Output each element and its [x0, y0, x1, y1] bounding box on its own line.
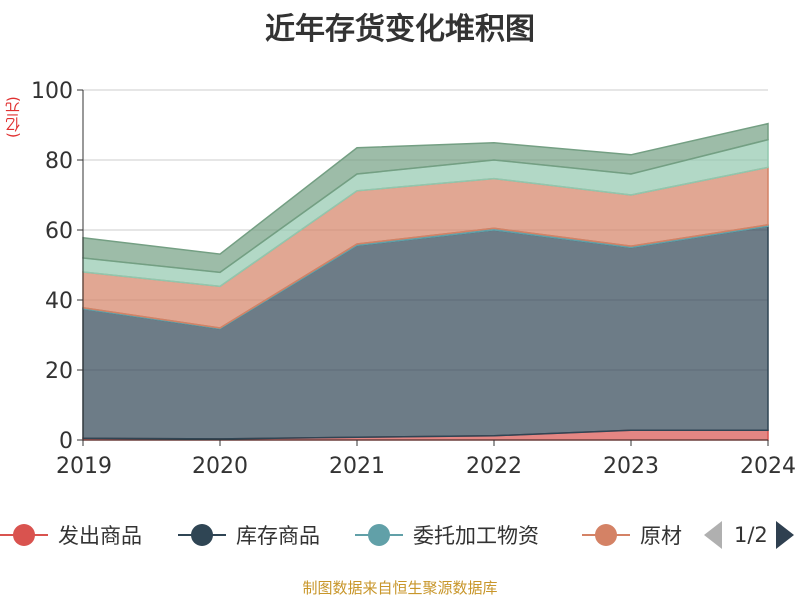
x-tick-label: 2023 [603, 454, 659, 479]
legend-marker-icon [0, 523, 48, 547]
y-tick-label: 0 [59, 429, 73, 454]
legend-pager: 1/2 [700, 515, 800, 555]
stacked-areas [82, 122, 769, 441]
x-tick-label: 2019 [56, 454, 112, 479]
legend-item[interactable]: 委托加工物资 [355, 515, 539, 555]
legend-next-icon[interactable] [775, 521, 794, 549]
legend-prev-icon[interactable] [704, 521, 722, 549]
x-tick-label: 2020 [192, 454, 248, 479]
axes: 0 20 40 60 80 100 2019 2020 2021 2022 2023 2024 [31, 79, 796, 479]
y-tick-label: 40 [45, 289, 73, 314]
legend-item[interactable]: 原材 [582, 515, 682, 555]
legend-item[interactable]: 库存商品 [178, 515, 320, 555]
legend-marker-icon [178, 523, 226, 547]
x-tick-label: 2024 [740, 454, 796, 479]
x-tick-label: 2021 [329, 454, 385, 479]
chart-title: 近年存货变化堆积图 [265, 12, 535, 47]
legend-marker-icon [582, 523, 630, 547]
legend-marker-icon [355, 523, 403, 547]
x-tick-label: 2022 [466, 454, 522, 479]
legend-item[interactable]: 发出商品 [0, 515, 142, 555]
legend-label: 委托加工物资 [413, 524, 539, 548]
legend-page-indicator: 1/2 [734, 523, 768, 547]
source-note: 制图数据来自恒生聚源数据库 [302, 579, 498, 597]
legend: 发出商品 库存商品 委托加工物资 原材 [0, 515, 800, 555]
legend-label: 原材 [640, 524, 682, 548]
legend-label: 发出商品 [58, 524, 142, 548]
y-tick-label: 80 [45, 149, 73, 174]
y-axis-unit-label: (亿元) [4, 96, 22, 138]
y-tick-label: 100 [31, 79, 73, 104]
y-tick-label: 20 [45, 359, 73, 384]
y-tick-label: 60 [45, 219, 73, 244]
legend-label: 库存商品 [236, 524, 320, 548]
area-series [82, 122, 769, 274]
